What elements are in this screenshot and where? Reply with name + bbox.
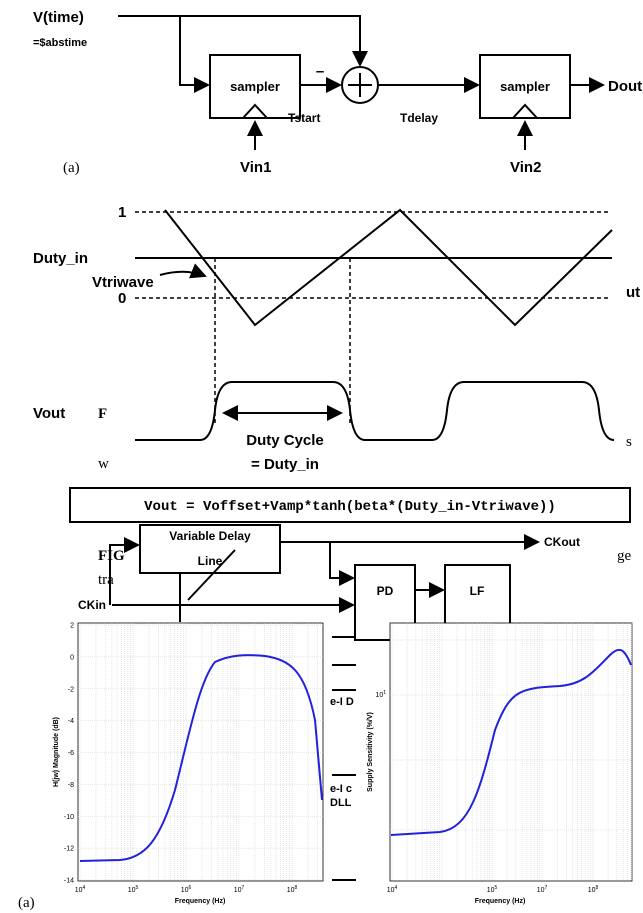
tick-label: 101 (375, 690, 386, 699)
tick-exp: 8 (596, 885, 599, 891)
fragment: e-I D (330, 696, 354, 708)
block-label: Variable Delay (169, 529, 251, 543)
tick-label: 2 (70, 623, 74, 630)
tick-exp: 7 (242, 885, 245, 891)
input-label: V(time) (33, 9, 84, 26)
fragment: ge (617, 548, 632, 564)
tick-exp: 6 (189, 885, 192, 891)
sampler-diagram: V(time) =$abstime sampler – sampler Dout… (33, 9, 642, 176)
block-label: Line (198, 554, 223, 568)
block-label: PD (377, 584, 394, 598)
tick-label: -10 (64, 814, 74, 821)
tick-label: -14 (64, 878, 74, 885)
tick-base: 10 (128, 887, 136, 894)
tick-label: 104 (387, 885, 398, 894)
tick-base: 10 (375, 692, 383, 699)
tick-exp: 4 (83, 885, 86, 891)
tick-exp: 4 (395, 885, 398, 891)
tri-label: Vtriwave (92, 274, 154, 291)
tick-base: 10 (487, 887, 495, 894)
panel-label: (a) (63, 160, 80, 176)
tick-base: 10 (537, 887, 545, 894)
ck-in: CKin (78, 598, 106, 612)
tick-label: -2 (68, 686, 74, 693)
tick-exp: 1 (383, 690, 386, 696)
tick-label: -8 (68, 782, 74, 789)
tick-base: 10 (387, 887, 395, 894)
fragment: ut (626, 284, 640, 301)
fragment: s (626, 434, 632, 450)
tick-label: -12 (64, 846, 74, 853)
tick-label: 107 (537, 885, 548, 894)
tick-label: 108 (287, 885, 298, 894)
duty-eq: = Duty_in (251, 456, 319, 473)
tick-label: 108 (588, 885, 599, 894)
tick-label: 0 (70, 654, 74, 661)
fragment: w (98, 456, 109, 472)
ck-out: CKout (544, 535, 580, 549)
tstart-label: Tstart (288, 111, 320, 125)
fragment: F (98, 406, 107, 422)
out-label: Vout (33, 405, 65, 422)
tick-label: -4 (68, 718, 74, 725)
duty-label: Duty Cycle (246, 432, 324, 449)
y-axis-label: H(jw) Magnitude (dB) (53, 717, 60, 787)
tick-exp: 5 (136, 885, 139, 891)
fragment: tra (98, 572, 114, 588)
tick-label: 105 (487, 885, 498, 894)
y-axis-label: Supply Sensitivity (%/V) (367, 712, 374, 792)
tick-exp: 5 (495, 885, 498, 891)
fragment: DLL (330, 797, 352, 809)
fragment: FIG (98, 548, 125, 564)
x-axis-label: Frequency (Hz) (475, 898, 526, 905)
tick-label: 107 (234, 885, 245, 894)
output-label: Dout (608, 78, 642, 95)
block-label: sampler (500, 79, 550, 94)
minus-sign: – (316, 63, 324, 80)
block-label: LF (470, 584, 485, 598)
tick-label: -6 (68, 750, 74, 757)
equation: Vout = Voffset+Vamp*tanh(beta*(Duty_in-V… (144, 499, 556, 515)
tick-label: 104 (75, 885, 86, 894)
waveform: 1 Duty_in 0 Vtriwave Vout Duty Cycle = D… (33, 204, 640, 473)
tick-base: 10 (287, 887, 295, 894)
input-note: =$abstime (33, 37, 87, 49)
tick-exp: 8 (295, 885, 298, 891)
tick-base: 10 (234, 887, 242, 894)
fragment: e-I c (330, 783, 352, 795)
tick-label: 105 (128, 885, 139, 894)
x-axis-label: Frequency (Hz) (175, 898, 226, 905)
trigger-label: Vin1 (240, 159, 271, 176)
block-label: sampler (230, 79, 280, 94)
tick-exp: 7 (545, 885, 548, 891)
tick-label: 106 (181, 885, 192, 894)
trigger-label: Vin2 (510, 159, 541, 176)
tdelay-label: Tdelay (400, 111, 438, 125)
tick-base: 10 (181, 887, 189, 894)
level-label: Duty_in (33, 250, 88, 267)
level-label: 1 (118, 204, 126, 221)
level-label: 0 (118, 290, 126, 307)
tick-base: 10 (588, 887, 596, 894)
panel-label: (a) (18, 895, 35, 911)
tick-base: 10 (75, 887, 83, 894)
